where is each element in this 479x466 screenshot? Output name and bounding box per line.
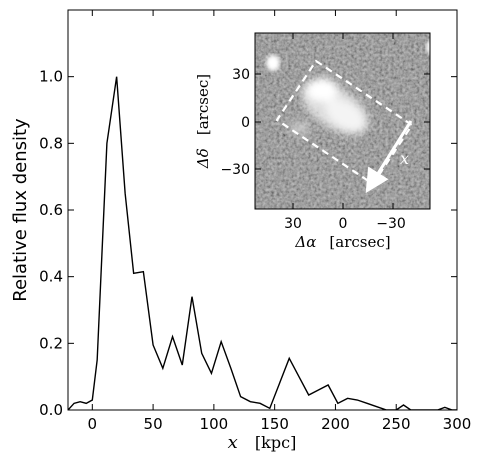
inset-x-tick-label: 30 — [284, 216, 302, 232]
series-layer — [68, 76, 457, 410]
inset-panel: x 30 0 −30 30 0 −30 Δα [arcsec] Δδ [arcs… — [193, 32, 431, 251]
inset-y-tick-label: 30 — [232, 67, 250, 83]
x-tick-label: 200 — [321, 415, 350, 433]
inset-y-ticks — [255, 73, 430, 170]
y-tick-label: 0.2 — [39, 334, 63, 352]
x-tick-label: 100 — [200, 415, 229, 433]
inset-x-label-symbol: Δα — [294, 233, 316, 251]
y-tick-label: 0.0 — [39, 401, 63, 419]
inset-x-label-unit: [arcsec] — [329, 233, 390, 251]
inset-source — [290, 78, 369, 135]
inset-y-tick-label: −30 — [220, 162, 250, 178]
x-axis-ticks: 0 50 100 150 200 250 300 — [88, 10, 472, 433]
y-tick-label: 0.6 — [39, 201, 63, 219]
inset-x-ticks — [292, 33, 394, 209]
y-tick-label: 0.4 — [39, 268, 63, 286]
x-axis-label-unit: [kpc] — [255, 433, 296, 452]
inset-x-tick-label: 0 — [339, 216, 348, 232]
inset-y-tick-label: 0 — [241, 115, 250, 131]
series-line — [68, 76, 457, 410]
x-tick-label: 0 — [88, 415, 98, 433]
y-axis-label: Relative flux density — [10, 118, 31, 302]
y-tick-label: 0.8 — [39, 134, 63, 152]
x-tick-label: 50 — [144, 415, 163, 433]
y-axis-ticks: 0.0 0.2 0.4 0.6 0.8 1.0 — [39, 68, 457, 419]
inset-y-label: Δδ [arcsec] — [193, 74, 212, 169]
x-tick-label: 250 — [382, 415, 411, 433]
inset-point-source — [266, 55, 280, 71]
x-axis-label: x [kpc] — [228, 432, 297, 453]
inset-y-label-unit: [arcsec] — [194, 74, 212, 135]
inset-x-label: Δα [arcsec] — [294, 232, 390, 251]
y-tick-label: 1.0 — [39, 68, 63, 86]
x-axis-label-symbol: x — [228, 432, 238, 453]
inset-x-tick-label: −30 — [376, 216, 406, 232]
inset-y-label-symbol: Δδ — [194, 148, 212, 169]
inset-edge-source — [426, 40, 430, 54]
x-tick-label: 150 — [260, 415, 289, 433]
x-tick-label: 300 — [443, 415, 472, 433]
inset-arrow-label: x — [400, 149, 409, 168]
inset-x-arrow — [365, 120, 413, 194]
